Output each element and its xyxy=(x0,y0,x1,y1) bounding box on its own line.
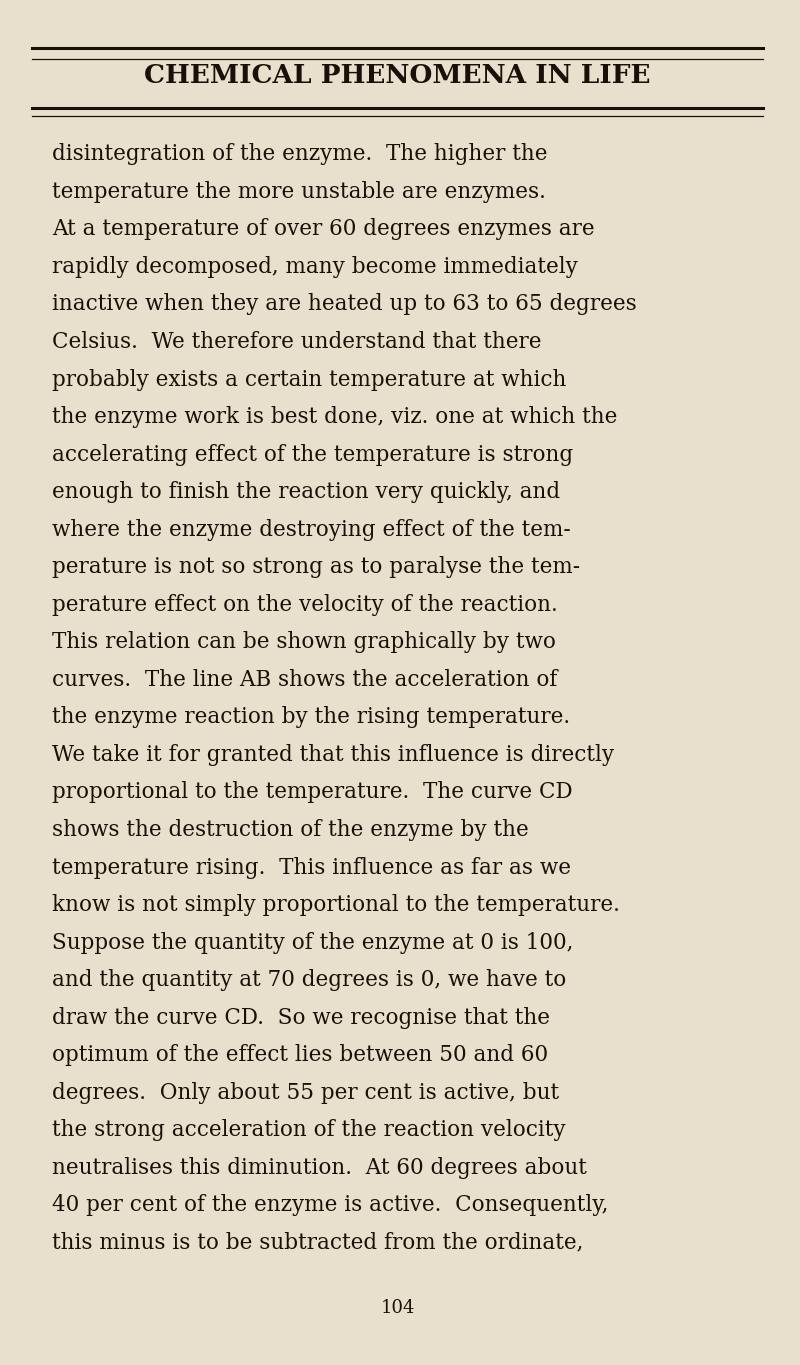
Text: disintegration of the enzyme.  The higher the: disintegration of the enzyme. The higher… xyxy=(52,143,547,165)
Text: and the quantity at 70 degrees is 0, we have to: and the quantity at 70 degrees is 0, we … xyxy=(52,969,566,991)
Text: probably exists a certain temperature at which: probably exists a certain temperature at… xyxy=(52,369,566,390)
Text: draw the curve CD.  So we recognise that the: draw the curve CD. So we recognise that … xyxy=(52,1006,550,1029)
Text: temperature the more unstable are enzymes.: temperature the more unstable are enzyme… xyxy=(52,182,546,203)
Text: Celsius.  We therefore understand that there: Celsius. We therefore understand that th… xyxy=(52,332,541,354)
Text: shows the destruction of the enzyme by the: shows the destruction of the enzyme by t… xyxy=(52,819,529,841)
Text: enough to finish the reaction very quickly, and: enough to finish the reaction very quick… xyxy=(52,482,560,504)
Text: Suppose the quantity of the enzyme at 0 is 100,: Suppose the quantity of the enzyme at 0 … xyxy=(52,932,573,954)
Text: know is not simply proportional to the temperature.: know is not simply proportional to the t… xyxy=(52,894,619,916)
Text: where the enzyme destroying effect of the tem-: where the enzyme destroying effect of th… xyxy=(52,519,570,541)
Text: optimum of the effect lies between 50 and 60: optimum of the effect lies between 50 an… xyxy=(52,1044,548,1066)
Text: the enzyme reaction by the rising temperature.: the enzyme reaction by the rising temper… xyxy=(52,707,570,729)
Text: CHEMICAL PHENOMENA IN LIFE: CHEMICAL PHENOMENA IN LIFE xyxy=(144,63,650,87)
Text: perature is not so strong as to paralyse the tem-: perature is not so strong as to paralyse… xyxy=(52,557,580,579)
Text: This relation can be shown graphically by two: This relation can be shown graphically b… xyxy=(52,631,555,654)
Text: inactive when they are heated up to 63 to 65 degrees: inactive when they are heated up to 63 t… xyxy=(52,293,637,315)
Text: 104: 104 xyxy=(380,1298,414,1317)
Text: proportional to the temperature.  The curve CD: proportional to the temperature. The cur… xyxy=(52,781,572,804)
Text: neutralises this diminution.  At 60 degrees about: neutralises this diminution. At 60 degre… xyxy=(52,1158,586,1179)
Text: the enzyme work is best done, viz. one at which the: the enzyme work is best done, viz. one a… xyxy=(52,407,617,429)
Text: perature effect on the velocity of the reaction.: perature effect on the velocity of the r… xyxy=(52,594,558,616)
Text: accelerating effect of the temperature is strong: accelerating effect of the temperature i… xyxy=(52,444,573,465)
Text: curves.  The line AB shows the acceleration of: curves. The line AB shows the accelerati… xyxy=(52,669,557,691)
Text: the strong acceleration of the reaction velocity: the strong acceleration of the reaction … xyxy=(52,1119,566,1141)
Text: 40 per cent of the enzyme is active.  Consequently,: 40 per cent of the enzyme is active. Con… xyxy=(52,1194,608,1216)
Text: temperature rising.  This influence as far as we: temperature rising. This influence as fa… xyxy=(52,857,570,879)
Text: this minus is to be subtracted from the ordinate,: this minus is to be subtracted from the … xyxy=(52,1231,583,1254)
Text: degrees.  Only about 55 per cent is active, but: degrees. Only about 55 per cent is activ… xyxy=(52,1081,558,1104)
Text: At a temperature of over 60 degrees enzymes are: At a temperature of over 60 degrees enzy… xyxy=(52,218,594,240)
Text: We take it for granted that this influence is directly: We take it for granted that this influen… xyxy=(52,744,614,766)
Text: rapidly decomposed, many become immediately: rapidly decomposed, many become immediat… xyxy=(52,257,578,278)
